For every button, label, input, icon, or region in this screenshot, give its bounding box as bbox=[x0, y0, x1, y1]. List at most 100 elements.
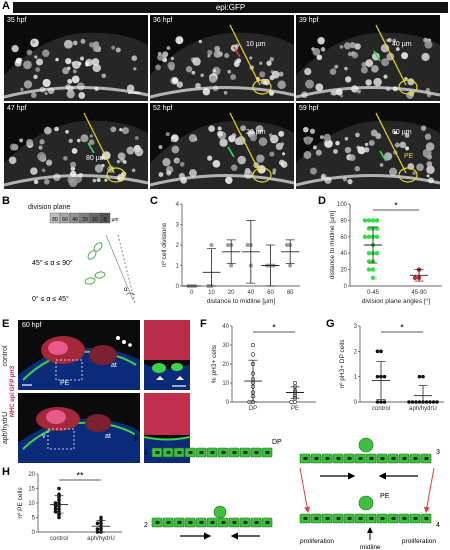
control-section-image: 60 hpf at PE bbox=[18, 320, 140, 390]
data-point bbox=[428, 400, 432, 404]
y-axis-title: % pH3+ cells bbox=[211, 344, 218, 383]
y-tick-label: 60 bbox=[340, 235, 347, 241]
pe-label-control: PE bbox=[60, 380, 70, 387]
cell-vertical-2 bbox=[93, 242, 103, 252]
panel-h-label: H bbox=[2, 466, 10, 478]
frame-time-5: 52 hpf bbox=[153, 105, 173, 112]
panel-f-label: F bbox=[200, 318, 207, 330]
cell-nucleus bbox=[210, 450, 215, 455]
y-tick-label: 20 bbox=[340, 268, 347, 274]
frame-5: 52 hpf 20 µm bbox=[150, 103, 294, 189]
prolif-left: proliferation bbox=[300, 538, 334, 545]
ruler-label-0: 80 bbox=[52, 217, 58, 223]
panel-e-label: E bbox=[2, 318, 10, 330]
cell-nucleus bbox=[347, 516, 352, 521]
cell-nucleus bbox=[254, 520, 259, 525]
frame-4: 47 hpf 80 µm bbox=[4, 103, 148, 189]
significance-mark: ** bbox=[76, 471, 84, 481]
significance-mark: * bbox=[394, 201, 398, 211]
data-point bbox=[292, 399, 298, 405]
data-point bbox=[284, 243, 289, 247]
data-point bbox=[289, 399, 294, 405]
y-axis-title: nº cell divisions bbox=[161, 222, 168, 267]
cell-nucleus bbox=[358, 516, 363, 521]
ruler-label-3: 20 bbox=[82, 217, 88, 223]
y-tick-label: 0 bbox=[32, 530, 36, 536]
data-point bbox=[379, 349, 383, 354]
data-point bbox=[57, 486, 61, 491]
y-tick-label: 2 bbox=[176, 243, 180, 249]
x-tick-label: PE bbox=[291, 406, 299, 412]
cell-nucleus bbox=[303, 456, 308, 461]
y-tick-label: 15 bbox=[28, 487, 35, 493]
ruler-label-6: µm bbox=[111, 217, 118, 223]
cell-nucleus bbox=[325, 456, 330, 461]
data-point bbox=[435, 400, 439, 404]
y-tick-label: 10 bbox=[222, 381, 229, 387]
data-point bbox=[412, 275, 418, 280]
cell-nucleus bbox=[347, 456, 352, 461]
data-point bbox=[57, 492, 61, 497]
cell-nucleus bbox=[391, 516, 396, 521]
pe-model-label: PE bbox=[380, 493, 390, 500]
data-point bbox=[95, 521, 100, 526]
cell-nucleus bbox=[155, 450, 160, 455]
channel-legend-text: MHC epi:GFP pH3 bbox=[10, 365, 16, 418]
y-axis-title: nº PE cells bbox=[17, 487, 24, 519]
x-axis-title: division plane angles [°] bbox=[362, 297, 431, 305]
cell-nucleus bbox=[314, 456, 319, 461]
prolif-right: proliferation bbox=[402, 538, 436, 545]
x-axis-title: distance to midline [µm] bbox=[207, 298, 276, 305]
y-tick-label: 1 bbox=[354, 375, 358, 381]
cell-nucleus bbox=[369, 456, 374, 461]
data-point bbox=[375, 349, 380, 354]
data-point bbox=[292, 380, 298, 386]
frame-time-1: 35 hpf bbox=[7, 17, 27, 24]
panel-b-label: B bbox=[2, 195, 10, 207]
x-tick-label: DP bbox=[249, 406, 257, 412]
angle-range-1: 45° ≤ α ≤ 90° bbox=[32, 259, 73, 267]
cell-nucleus bbox=[188, 450, 193, 455]
frame-distance-2: 10 µm bbox=[246, 41, 266, 48]
cell-nucleus bbox=[413, 516, 418, 521]
cell-nucleus bbox=[243, 450, 248, 455]
data-point bbox=[53, 507, 58, 511]
x-tick-label: 20 bbox=[228, 290, 235, 296]
cell-nucleus bbox=[380, 516, 385, 521]
data-point bbox=[53, 509, 58, 514]
alpha-label: α bbox=[124, 287, 128, 293]
row-control-label: control bbox=[2, 345, 9, 367]
data-point bbox=[421, 374, 425, 379]
pe-cluster-top bbox=[358, 437, 374, 453]
data-point bbox=[407, 400, 411, 404]
data-point bbox=[99, 515, 103, 520]
data-point bbox=[209, 243, 214, 247]
cell-nucleus bbox=[336, 456, 341, 461]
cell-nucleus bbox=[402, 516, 407, 521]
data-point bbox=[375, 400, 380, 404]
cell-nucleus bbox=[402, 456, 407, 461]
ruler-label-4: 10 bbox=[92, 217, 98, 223]
y-tick-label: 0 bbox=[176, 284, 180, 290]
ruler-label-1: 60 bbox=[62, 217, 68, 223]
cell-nucleus bbox=[221, 450, 226, 455]
cell-nucleus bbox=[254, 450, 259, 455]
angle-arc bbox=[125, 292, 136, 296]
data-point bbox=[57, 512, 61, 517]
data-point bbox=[250, 342, 256, 348]
frame-time-3: 39 hpf bbox=[299, 17, 319, 24]
data-point bbox=[95, 527, 100, 531]
data-point bbox=[362, 218, 368, 223]
x-tick-label: 40 bbox=[247, 290, 254, 296]
data-point bbox=[374, 234, 380, 239]
frame-distance-extra: 80 µm bbox=[86, 155, 106, 162]
cell-nucleus bbox=[199, 520, 204, 525]
cell-nucleus bbox=[303, 516, 308, 521]
data-point bbox=[374, 218, 380, 223]
cell-nucleus bbox=[166, 520, 171, 525]
cell-nucleus bbox=[413, 456, 418, 461]
division-plane-title: division plane bbox=[28, 204, 71, 211]
data-point bbox=[370, 218, 376, 223]
data-point bbox=[225, 243, 230, 247]
control-zoom-image bbox=[144, 320, 190, 390]
